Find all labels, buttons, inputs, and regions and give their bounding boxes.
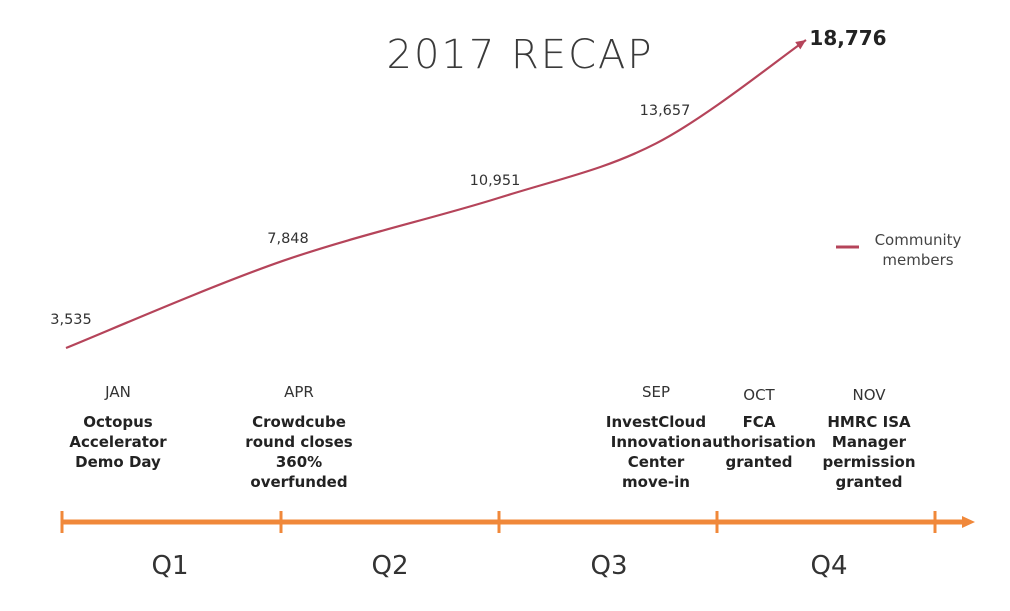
value-label-layer: 3,535 7,848 10,951 13,657 18,776 [50,26,886,328]
quarter-label-q2: Q2 [371,551,408,581]
line-arrowhead [795,40,806,50]
data-label-jan: 3,535 [50,312,92,328]
milestone-text: Demo Day [75,453,161,471]
chart-title: 2017 RECAP [387,32,654,78]
milestone-text: InvestCloud [606,413,706,431]
milestone-text: move-in [622,473,690,491]
community-members-line [65,39,807,350]
milestone-text: Octopus [83,413,153,431]
milestone-nov: NOV HMRC ISA Manager permission granted [822,386,915,491]
milestone-month: APR [284,383,314,401]
milestone-month: NOV [852,386,886,404]
quarter-label-q3: Q3 [590,551,627,581]
milestone-month: JAN [104,383,131,401]
milestone-sep: SEP InvestCloud Innovation Center move-in [606,383,706,491]
data-label-sep: 13,657 [640,103,691,119]
legend-label: Community [875,231,962,249]
milestone-apr: APR Crowdcube round closes 360% overfunded [245,383,352,491]
milestone-month: OCT [743,386,775,404]
milestone-text: Manager [832,433,907,451]
milestone-text: granted [835,473,902,491]
milestone-text: Accelerator [69,433,167,451]
timeline-axis: Q1 Q2 Q3 Q4 [60,511,975,581]
milestone-text: Innovation [611,433,701,451]
line-layer [65,39,807,350]
milestone-text: granted [725,453,792,471]
milestone-text: permission [822,453,915,471]
milestone-text: Crowdcube [252,413,346,431]
milestone-text: HMRC ISA [827,413,911,431]
legend-label: members [882,251,953,269]
milestone-text: 360% [276,453,322,471]
milestone-jan: JAN Octopus Accelerator Demo Day [69,383,167,471]
milestone-month: SEP [642,383,670,401]
timeline-arrowhead [962,516,975,528]
quarter-label-q1: Q1 [151,551,188,581]
milestone-text: overfunded [250,473,347,491]
milestone-text: authorisation [702,433,816,451]
data-label-apr: 7,848 [267,231,309,247]
quarter-label-q4: Q4 [810,551,847,581]
legend: Community members [836,231,962,269]
milestone-oct: OCT FCA authorisation granted [702,386,816,471]
milestone-text: Center [628,453,685,471]
data-label-jul: 10,951 [470,173,521,189]
data-label-dec: 18,776 [809,26,886,50]
milestone-text: round closes [245,433,352,451]
milestone-text: FCA [743,413,776,431]
milestone-layer: JAN Octopus Accelerator Demo Day APR Crowdcub… [69,383,915,491]
